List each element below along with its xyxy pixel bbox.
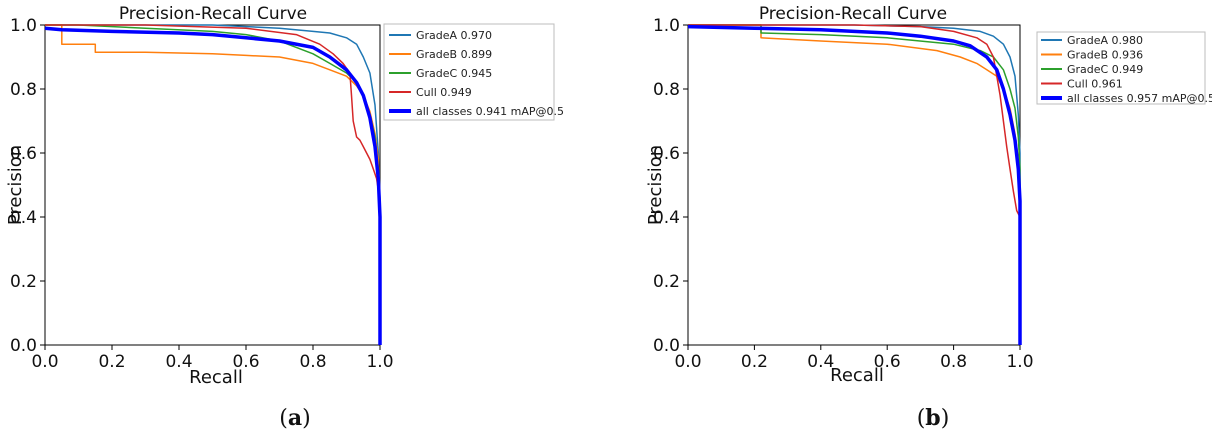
legend-label: all classes 0.957 mAP@0.5 — [1067, 92, 1212, 105]
x-tick-label: 0.2 — [741, 352, 768, 372]
tick-group: 0.0 0.2 0.4 0.6 0.8 1.0 0.0 0.2 0.4 0.6 0.8 1.0 — [10, 16, 394, 372]
legend-entries: GradeA 0.970 GradeB 0.899 GradeC 0.945 Cull… — [389, 29, 564, 118]
legend: GradeA 0.970 GradeB 0.899 GradeC 0.945 Cull… — [383, 23, 564, 121]
legend-label: all classes 0.941 mAP@0.5 — [416, 105, 564, 118]
x-axis-title: Recall — [189, 367, 243, 388]
x-tick-label: 1.0 — [1006, 352, 1033, 372]
panel-label-close: ) — [941, 406, 950, 431]
legend-label: Cull 0.961 — [1067, 78, 1123, 91]
y-tick-label: 0.2 — [10, 272, 37, 292]
x-tick-label: 0.8 — [299, 352, 326, 372]
x-tick-label: 0.4 — [165, 352, 192, 372]
x-tick-label: 0.8 — [940, 352, 967, 372]
tick-group: 0.0 0.2 0.4 0.6 0.8 1.0 0.0 0.2 0.4 0.6 0.8 1.0 — [653, 16, 1034, 372]
x-axis-title: Recall — [830, 365, 884, 386]
panel-label-open: ( — [917, 406, 926, 431]
x-tick-label: 0.0 — [674, 352, 701, 372]
panel-label-open: ( — [279, 406, 288, 431]
series-line-4 — [44, 26, 382, 345]
legend-label: Cull 0.949 — [416, 86, 472, 99]
chart-title: Precision-Recall Curve — [119, 4, 307, 24]
chart-title: Precision-Recall Curve — [759, 4, 947, 24]
panel-label-letter: b — [925, 405, 940, 431]
y-tick-label: 0.6 — [653, 144, 680, 164]
legend-box — [383, 23, 555, 121]
y-tick-label: 0.0 — [653, 336, 680, 356]
panel-label-a: (a) — [279, 405, 310, 431]
plot-frame — [44, 24, 381, 346]
series-line-2 — [688, 24, 1021, 345]
curve-group — [44, 24, 382, 345]
y-tick-label: 0.4 — [10, 208, 37, 228]
legend-label: GradeC 0.949 — [1067, 63, 1143, 76]
series-line-3 — [688, 24, 1021, 345]
x-tick-label: 1.0 — [366, 352, 393, 372]
y-axis-title: Precision — [5, 145, 26, 225]
x-tick-label: 0.6 — [232, 352, 259, 372]
y-tick-label: 0.4 — [653, 208, 680, 228]
legend-label: GradeA 0.970 — [416, 29, 492, 42]
legend-box — [1036, 31, 1206, 105]
legend-label: GradeA 0.980 — [1067, 34, 1143, 47]
panel-label-b: (b) — [917, 405, 950, 431]
y-tick-label: 1.0 — [653, 16, 680, 36]
panel-label-close: ) — [302, 406, 311, 431]
legend-label: GradeB 0.936 — [1067, 49, 1143, 62]
curve-group — [687, 24, 1022, 345]
y-tick-label: 0.2 — [653, 272, 680, 292]
plot-frame — [687, 24, 1021, 346]
series-line-3 — [45, 24, 381, 345]
y-tick-label: 0.8 — [10, 80, 37, 100]
y-tick-label: 0.6 — [10, 144, 37, 164]
legend-label: GradeB 0.899 — [416, 48, 492, 61]
x-tick-label: 0.0 — [31, 352, 58, 372]
x-tick-label: 0.4 — [807, 352, 834, 372]
y-axis-title: Precision — [645, 145, 666, 225]
chart-panel-b: Precision-Recall Curve 0.0 0.2 0.4 0.6 0.8 1.… — [645, 4, 1212, 431]
y-tick-label: 0.8 — [653, 80, 680, 100]
legend-label: GradeC 0.945 — [416, 67, 492, 80]
chart-panel-a: Precision-Recall Curve 0.0 0.2 0.4 0.6 0.8 1.… — [5, 4, 564, 431]
x-tick-label: 0.6 — [874, 352, 901, 372]
panel-label-letter: a — [288, 405, 302, 431]
series-line-4 — [687, 24, 1022, 345]
y-tick-label: 0.0 — [10, 336, 37, 356]
y-tick-label: 1.0 — [10, 16, 37, 36]
x-tick-label: 0.2 — [98, 352, 125, 372]
